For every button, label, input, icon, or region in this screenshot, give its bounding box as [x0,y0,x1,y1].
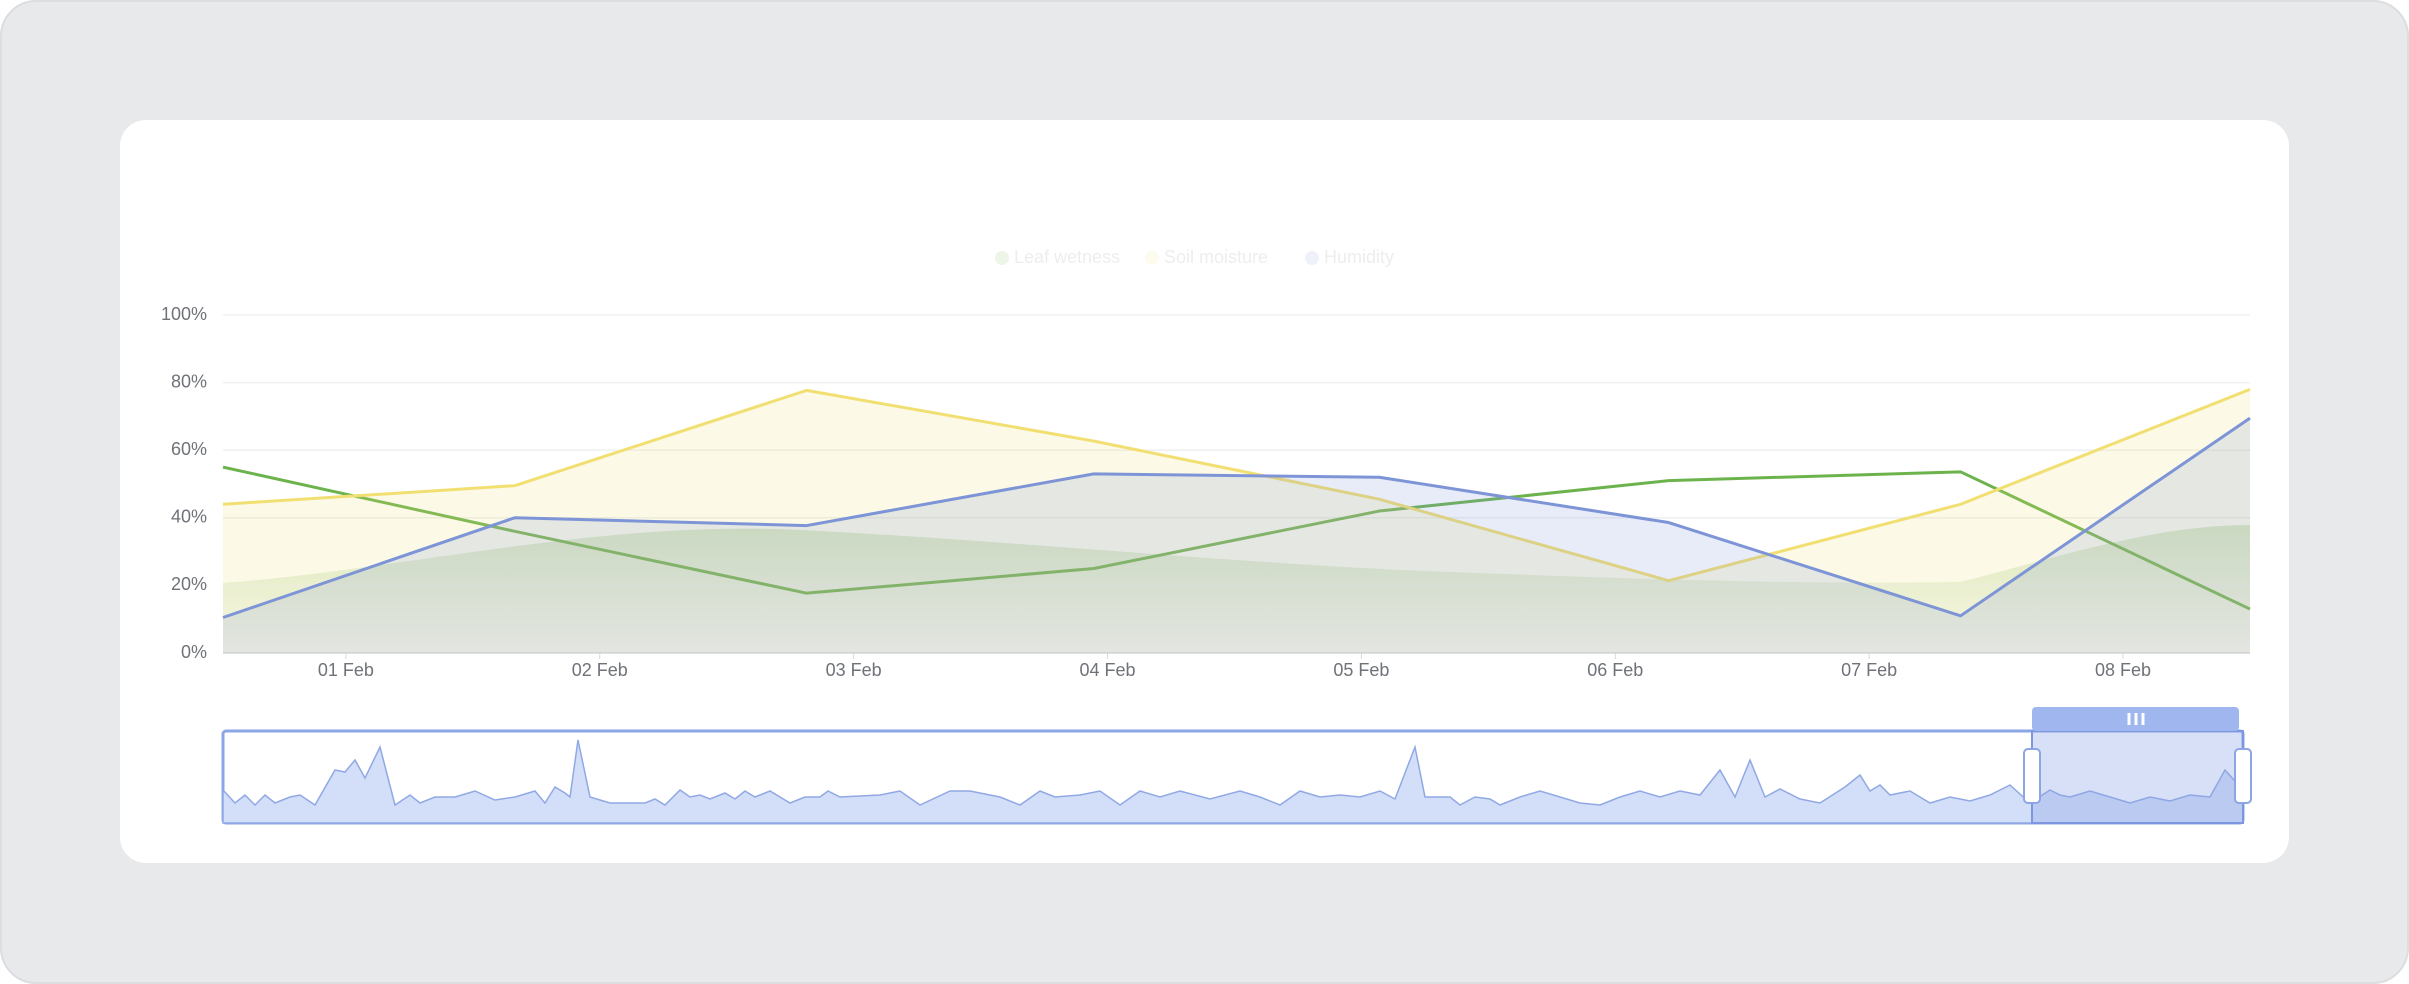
legend-marker [1145,251,1159,265]
series-area [223,418,2250,653]
legend-label: Leaf wetness [1014,247,1120,267]
legend-label: Soil moisture [1164,247,1268,267]
y-tick-label: 60% [171,439,207,459]
x-tick-label: 07 Feb [1841,660,1897,680]
navigator-handle-right[interactable] [2234,748,2252,804]
legend-marker [1305,251,1319,265]
y-tick-label: 100% [161,304,207,324]
navigator-handle-left[interactable] [2023,748,2041,804]
legend: Leaf wetness Soil moisture Humidity [995,247,1394,267]
x-tick-label: 01 Feb [318,660,374,680]
y-tick-label: 20% [171,574,207,594]
x-tick-label: 08 Feb [2095,660,2151,680]
series-line [222,416,2251,619]
series-line [222,387,2251,583]
navigator-series [222,739,2244,824]
y-tick-label: 80% [171,371,207,391]
series-area [223,389,2250,653]
navigator [221,707,2252,825]
x-tick-label: 05 Feb [1333,660,1389,680]
legend-label: Humidity [1324,247,1394,267]
legend-marker [995,251,1009,265]
plot: 0% 20% 40% 60% 80% 100% 01 Feb 02 Feb 03 Feb 04 F… [161,304,2251,680]
x-tick-label: 06 Feb [1587,660,1643,680]
x-tick-label: 04 Feb [1080,660,1136,680]
navigator-selection[interactable] [2031,730,2244,824]
series-line [222,465,2251,611]
background-area [223,525,2250,653]
x-tick-label: 02 Feb [572,660,628,680]
y-tick-label: 40% [171,507,207,527]
scrollbar-grip [2127,713,2145,725]
y-tick-label: 0% [181,642,207,662]
x-tick-label: 03 Feb [826,660,882,680]
